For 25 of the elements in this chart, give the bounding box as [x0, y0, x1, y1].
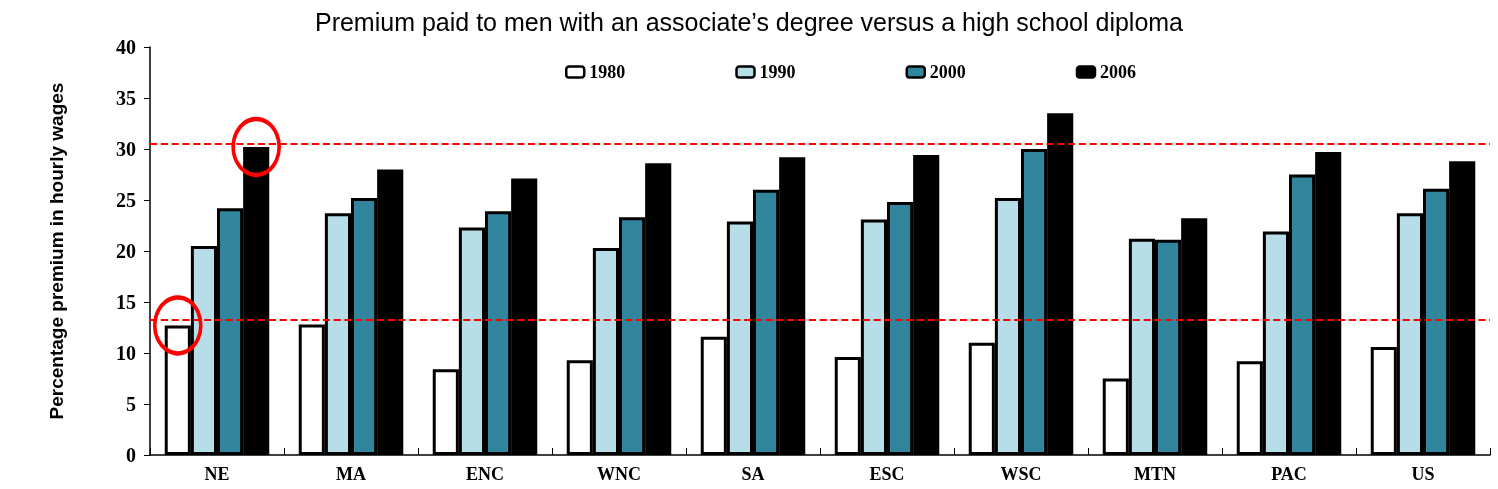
legend-label: 1980: [589, 62, 626, 82]
x-tick-label: MTN: [1134, 464, 1176, 484]
y-tick-label: 30: [116, 138, 136, 160]
y-tick-label: 15: [116, 291, 136, 313]
y-tick-label: 35: [116, 87, 136, 109]
legend-label: 2000: [929, 62, 966, 82]
legend-label: 2006: [1100, 62, 1136, 82]
x-tick-label: PAC: [1271, 464, 1307, 484]
x-tick-label: WSC: [1000, 464, 1042, 484]
x-tick-label: NE: [204, 464, 230, 484]
chart-title: Premium paid to men with an associate’s degree versus a high school diploma: [314, 7, 1184, 36]
x-tick-label: US: [1411, 464, 1435, 484]
y-tick-label: 25: [116, 189, 136, 211]
y-axis-title: Percentage premium in hourly wages: [45, 82, 67, 420]
x-tick-label: MA: [336, 464, 366, 484]
legend-label: 1990: [759, 62, 796, 82]
x-tick-label: SA: [741, 464, 765, 484]
y-tick-label: 5: [126, 393, 136, 415]
x-tick-label: ENC: [465, 464, 505, 484]
x-tick-label: ESC: [869, 464, 905, 484]
y-tick-label: 40: [116, 36, 136, 58]
y-tick-label: 20: [116, 240, 136, 262]
y-tick-label: 0: [126, 444, 136, 466]
y-tick-label: 10: [116, 342, 136, 364]
x-tick-label: WNC: [597, 464, 641, 484]
